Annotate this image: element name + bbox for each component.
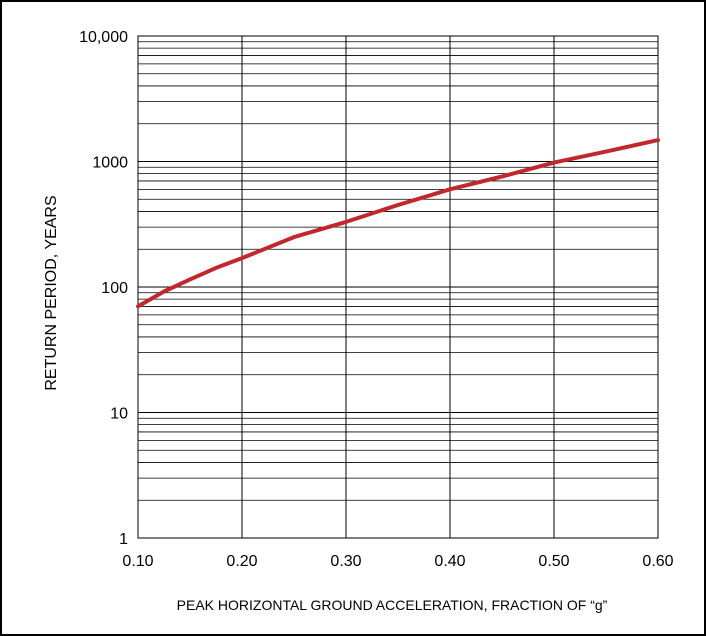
- minor-gridlines: [138, 41, 658, 501]
- plot-area-border: [137, 35, 659, 539]
- y-axis-title: RETURN PERIOD, YEARS: [43, 195, 60, 390]
- x-tick-label: 0.50: [538, 553, 569, 570]
- y-tick-label: 10,000: [79, 29, 128, 46]
- y-tick-label: 1: [119, 531, 128, 548]
- x-tick-label: 0.10: [122, 553, 153, 570]
- y-tick-label: 1000: [92, 155, 128, 172]
- x-tick-label: 0.60: [642, 553, 673, 570]
- x-tick-label: 0.20: [226, 553, 257, 570]
- x-tick-labels: 0.10 0.20 0.30 0.40 0.50 0.60: [122, 553, 673, 570]
- series-line: [136, 138, 660, 309]
- y-tick-label: 10: [110, 406, 128, 423]
- series-layer: [136, 138, 660, 309]
- y-tick-label: 100: [101, 280, 128, 297]
- y-tick-labels: 1 10 100 1000 10,000: [79, 29, 128, 548]
- x-tick-label: 0.30: [330, 553, 361, 570]
- x-axis-title: PEAK HORIZONTAL GROUND ACCELERATION, FRA…: [177, 597, 608, 613]
- x-tick-label: 0.40: [434, 553, 465, 570]
